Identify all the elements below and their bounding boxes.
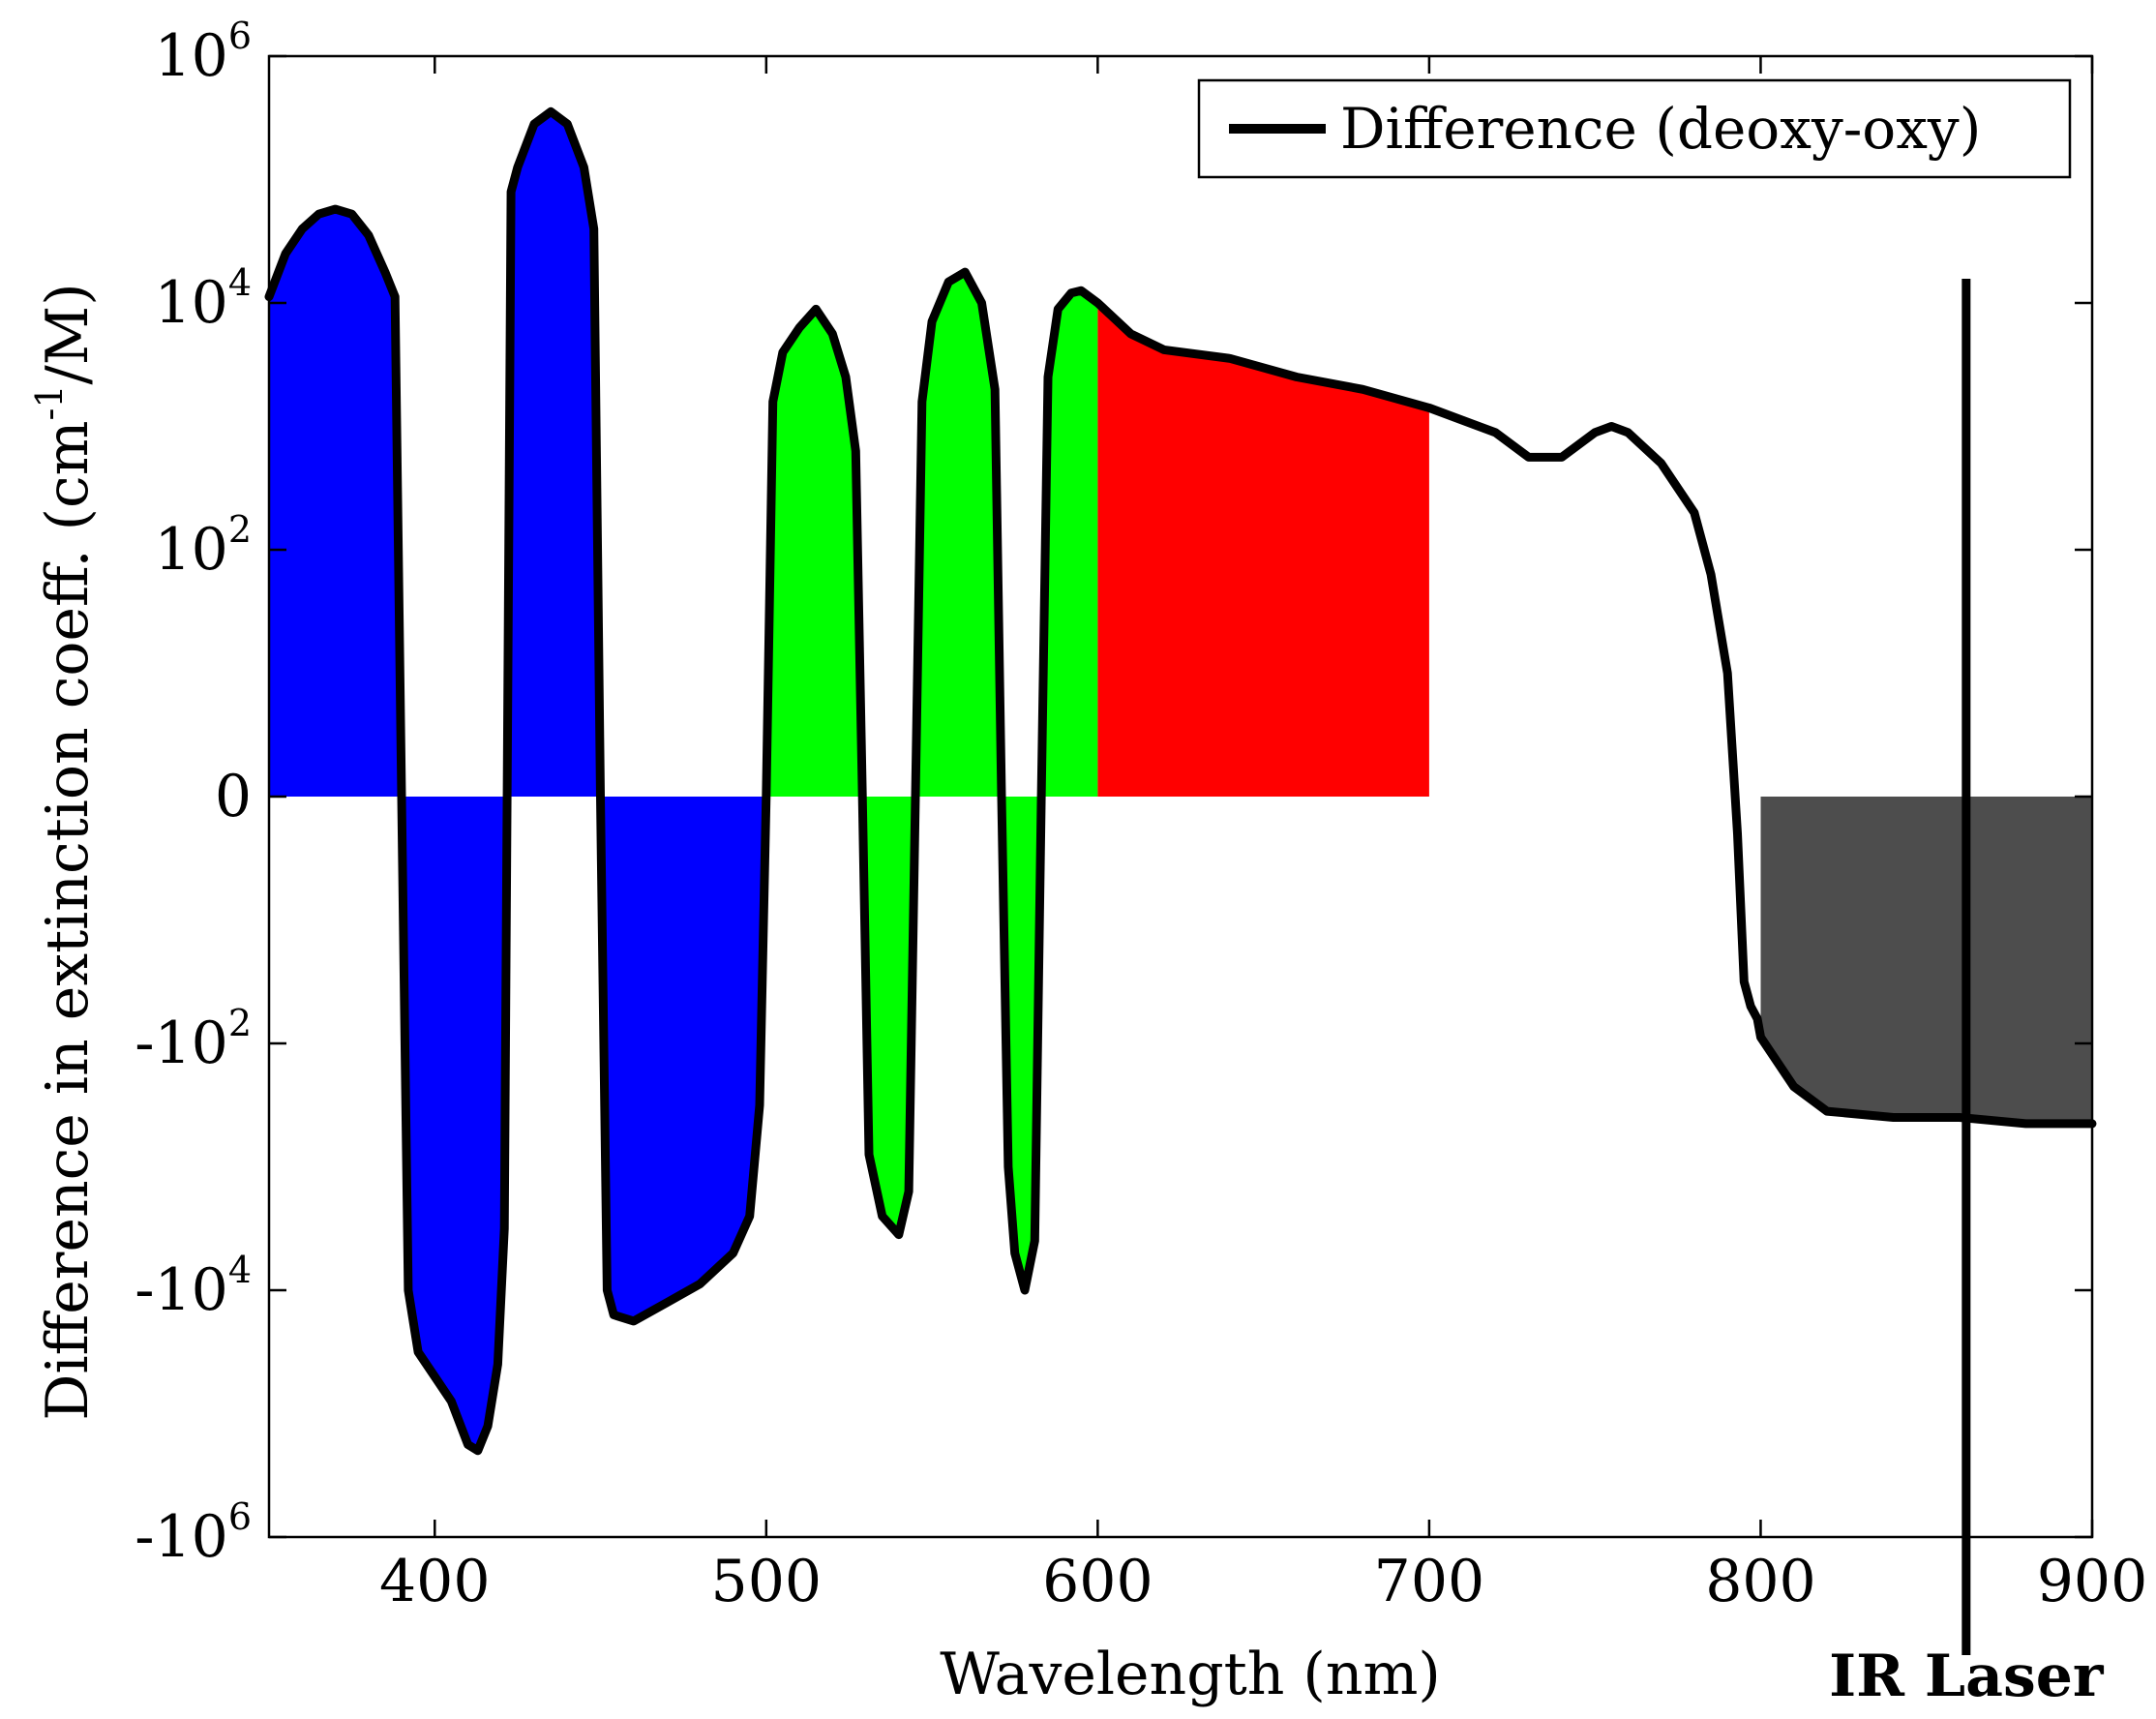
- x-tick-label: 800: [1705, 1548, 1816, 1615]
- fill-region-red: [1097, 303, 1429, 797]
- y-tick-label: -104: [135, 1249, 252, 1324]
- x-axis-label: Wavelength (nm): [940, 1641, 1441, 1708]
- y-tick-label: -102: [135, 1002, 252, 1077]
- x-tick-label: 400: [379, 1548, 491, 1615]
- series-lines: [264, 106, 2097, 1456]
- x-tick-label: 900: [2037, 1548, 2148, 1615]
- area-fills: [269, 111, 2092, 1451]
- y-tick-label: -106: [135, 1495, 252, 1571]
- legend: Difference (deoxy-oxy): [1197, 78, 2072, 179]
- legend-box: [1197, 78, 2072, 179]
- y-axis-label: Difference in extinction coeff. (cm-1/M): [28, 283, 102, 1420]
- x-tick-label: 500: [711, 1548, 823, 1615]
- series-line-difference: [264, 106, 2097, 1456]
- x-tick-label: 700: [1374, 1548, 1485, 1615]
- fill-region-near-infrared: [1760, 797, 2092, 1124]
- y-tick-label: 102: [154, 508, 252, 584]
- fill-region-blue: [269, 111, 766, 1451]
- ir-laser-annotation: IR Laser: [1829, 279, 2105, 1710]
- axes: [267, 54, 2094, 1539]
- fill-region-green: [765, 272, 1098, 1291]
- legend-label: Difference (deoxy-oxy): [1340, 96, 1981, 162]
- y-tick-label: 106: [154, 15, 252, 90]
- y-tick-label: 104: [154, 261, 252, 337]
- tick-labels: 400 500 600 700 800 900 106 104 102 0 -102 -104 -106: [135, 15, 2147, 1615]
- x-tick-label: 600: [1042, 1548, 1153, 1615]
- ir-laser-label: IR Laser: [1829, 1643, 2105, 1710]
- y-tick-label: 0: [215, 763, 252, 830]
